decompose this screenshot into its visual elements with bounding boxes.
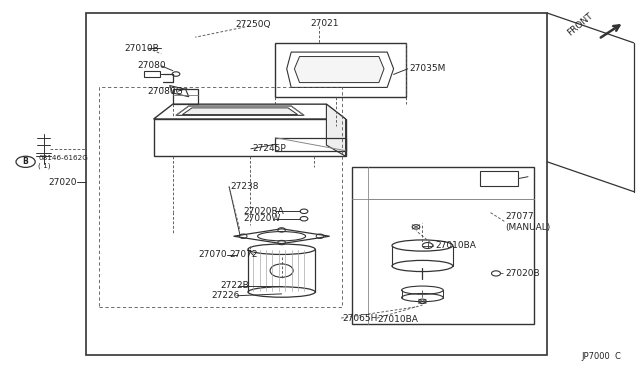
Text: 27070: 27070 xyxy=(198,250,227,259)
Text: 27035M: 27035M xyxy=(410,64,446,73)
Text: 27072: 27072 xyxy=(229,250,258,259)
Text: 08146-6162G
( 1): 08146-6162G ( 1) xyxy=(38,155,88,169)
Bar xyxy=(480,171,518,186)
Text: 27250Q: 27250Q xyxy=(236,20,271,29)
Text: 27020B: 27020B xyxy=(506,269,540,278)
Text: 27010BA: 27010BA xyxy=(378,315,419,324)
Text: JP7000  C: JP7000 C xyxy=(581,352,621,361)
Text: 27020W: 27020W xyxy=(243,214,280,223)
Text: 27020: 27020 xyxy=(49,178,77,187)
Text: 27010BA: 27010BA xyxy=(435,241,476,250)
Polygon shape xyxy=(326,104,346,156)
Text: 27021: 27021 xyxy=(310,19,339,28)
Text: 27065H: 27065H xyxy=(342,314,378,323)
Bar xyxy=(275,43,406,97)
Text: 27020BA: 27020BA xyxy=(243,207,284,216)
Text: 2722B: 2722B xyxy=(221,281,250,290)
Polygon shape xyxy=(182,108,298,115)
Text: 27077
(MANUAL): 27077 (MANUAL) xyxy=(506,212,551,232)
Text: B: B xyxy=(23,157,28,166)
Bar xyxy=(144,71,160,77)
Text: 27245P: 27245P xyxy=(253,144,287,153)
Text: 27226: 27226 xyxy=(211,291,239,300)
Bar xyxy=(352,167,534,324)
Polygon shape xyxy=(294,57,384,83)
Text: 27080: 27080 xyxy=(138,61,166,70)
Text: FRONT: FRONT xyxy=(566,11,595,37)
Text: 27238: 27238 xyxy=(230,182,259,191)
Text: 27080G: 27080G xyxy=(147,87,183,96)
Text: 27010B: 27010B xyxy=(125,44,159,53)
Bar xyxy=(86,13,547,355)
